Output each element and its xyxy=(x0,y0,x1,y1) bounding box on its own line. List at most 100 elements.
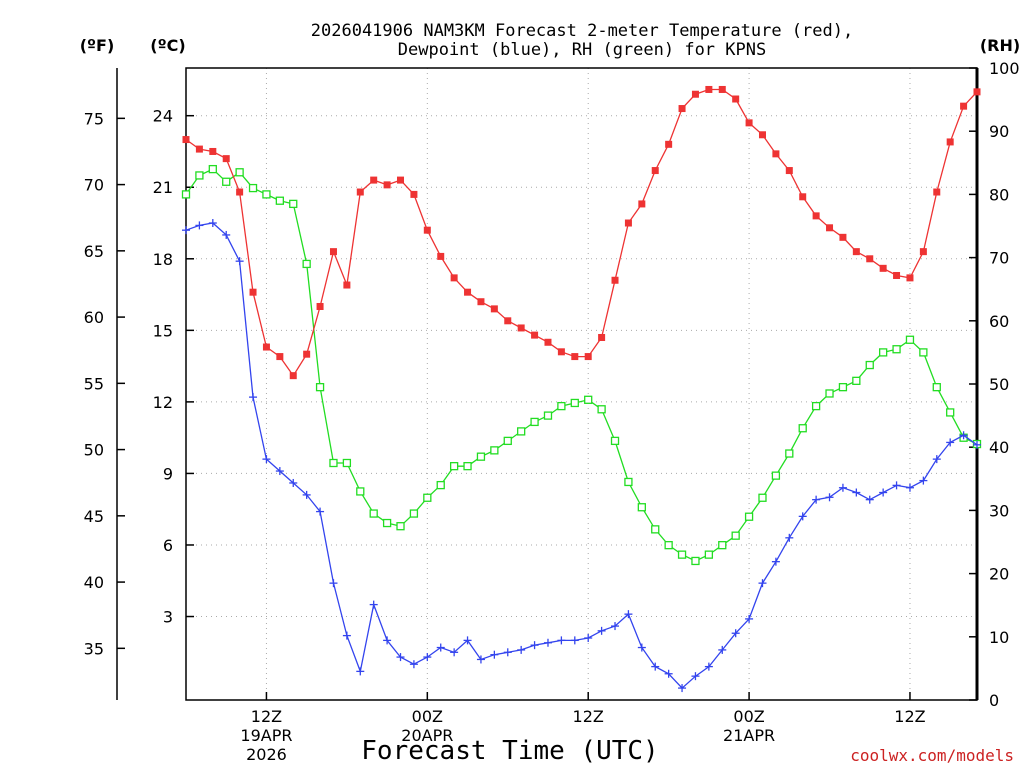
dewpoint-point xyxy=(383,636,392,645)
temperature-point xyxy=(665,140,673,148)
dewpoint-point xyxy=(637,643,646,652)
dewpoint-point xyxy=(463,636,472,645)
dewpoint-point xyxy=(557,636,566,645)
temperature-point xyxy=(866,255,874,263)
rh-point xyxy=(597,405,606,414)
rh-point xyxy=(651,525,660,534)
temperature-point xyxy=(329,248,337,256)
dewpoint-point xyxy=(436,643,445,652)
rh-line xyxy=(185,168,978,562)
dewpoint-point xyxy=(919,476,928,485)
series-dewpoint xyxy=(182,219,981,693)
temperature-point xyxy=(303,350,311,358)
rh-point xyxy=(181,190,191,199)
watermark: coolwx.com/models xyxy=(850,746,1014,765)
dewpoint-point xyxy=(356,667,365,676)
rh-point xyxy=(382,518,392,528)
fahrenheit-tick-label: 35 xyxy=(84,639,104,658)
dewpoint-point xyxy=(812,495,821,504)
temperature-point xyxy=(249,288,257,296)
fahrenheit-tick-label: 70 xyxy=(84,176,104,195)
dewpoint-point xyxy=(771,557,780,566)
rh-point xyxy=(892,345,901,354)
dewpoint-point xyxy=(476,655,485,664)
rh-tick-label: 90 xyxy=(989,122,1009,141)
temperature-point xyxy=(611,276,619,284)
temperature-point xyxy=(343,281,351,289)
rh-point xyxy=(932,383,941,392)
celsius-tick-label: 6 xyxy=(163,536,173,555)
fahrenheit-tick-label: 50 xyxy=(84,441,104,460)
temperature-point xyxy=(624,219,632,227)
temperature-point xyxy=(718,85,726,93)
rh-point xyxy=(369,509,378,518)
dewpoint-point xyxy=(289,478,298,487)
temperature-point xyxy=(705,85,713,93)
temperature-point xyxy=(960,102,968,110)
rh-tick-label: 100 xyxy=(989,59,1020,78)
temperature-point xyxy=(772,150,780,158)
rh-point xyxy=(222,177,231,186)
temperature-point xyxy=(236,188,244,196)
dewpoint-point xyxy=(691,672,700,681)
rh-point xyxy=(744,512,754,521)
dewpoint-point xyxy=(195,221,204,230)
temperature-point xyxy=(289,372,297,380)
temperature-point xyxy=(490,305,498,313)
celsius-tick-label: 15 xyxy=(153,321,173,340)
dewpoint-point xyxy=(584,633,593,642)
temperature-point xyxy=(276,353,284,361)
dewpoint-point xyxy=(905,483,914,492)
temperature-point xyxy=(544,338,552,346)
dewpoint-point xyxy=(530,641,539,650)
rh-point xyxy=(248,183,258,193)
rh-point xyxy=(664,541,673,550)
dewpoint-point xyxy=(543,638,552,647)
fahrenheit-tick-label: 45 xyxy=(84,507,104,526)
rh-point xyxy=(436,480,445,490)
fahrenheit-tick-label: 55 xyxy=(84,374,104,393)
dewpoint-point xyxy=(329,579,338,588)
rh-point xyxy=(557,401,566,411)
rh-point xyxy=(503,436,512,446)
rh-tick-label: 60 xyxy=(989,312,1009,331)
dewpoint-point xyxy=(745,614,754,623)
temperature-point xyxy=(504,317,512,325)
dewpoint-point xyxy=(946,438,955,447)
rh-tick-label: 20 xyxy=(989,565,1009,584)
temperature-point xyxy=(397,176,405,184)
series-rh xyxy=(181,164,982,566)
dewpoint-point xyxy=(490,650,499,659)
rh-point xyxy=(584,395,593,404)
rh-point xyxy=(905,335,915,344)
fahrenheit-tick-label: 65 xyxy=(84,242,104,261)
dewpoint-point xyxy=(879,488,888,497)
dewpoint-point xyxy=(798,512,807,521)
rh-point xyxy=(865,360,874,370)
temperature-point xyxy=(933,188,941,196)
x-tick-label: 12Z xyxy=(251,707,282,726)
temperature-point xyxy=(531,331,539,339)
dewpoint-point xyxy=(570,636,579,645)
rh-point xyxy=(356,487,365,496)
temperature-point xyxy=(423,226,431,234)
fahrenheit-ticks: 75 70 65 60 55 50 45 40 35 xyxy=(84,109,125,658)
temperature-point xyxy=(222,155,230,163)
rh-point xyxy=(811,401,821,411)
rh-point xyxy=(798,424,807,433)
temperature-point xyxy=(598,333,606,341)
rh-point xyxy=(275,196,284,205)
celsius-axis-label: (ºC) xyxy=(150,36,185,55)
dewpoint-point xyxy=(316,507,325,516)
temperature-point xyxy=(316,302,324,310)
temperature-point xyxy=(651,167,659,175)
dewpoint-point xyxy=(892,481,901,490)
rh-point xyxy=(946,408,955,417)
x-tick-date: 19APR xyxy=(240,726,292,745)
rh-point xyxy=(852,376,861,385)
temperature-point xyxy=(852,248,860,256)
rh-point xyxy=(785,449,794,458)
celsius-tick-label: 21 xyxy=(153,178,173,197)
title-line-1: 2026041906 NAM3KM Forecast 2-meter Tempe… xyxy=(311,21,853,41)
dewpoint-point xyxy=(825,493,834,502)
